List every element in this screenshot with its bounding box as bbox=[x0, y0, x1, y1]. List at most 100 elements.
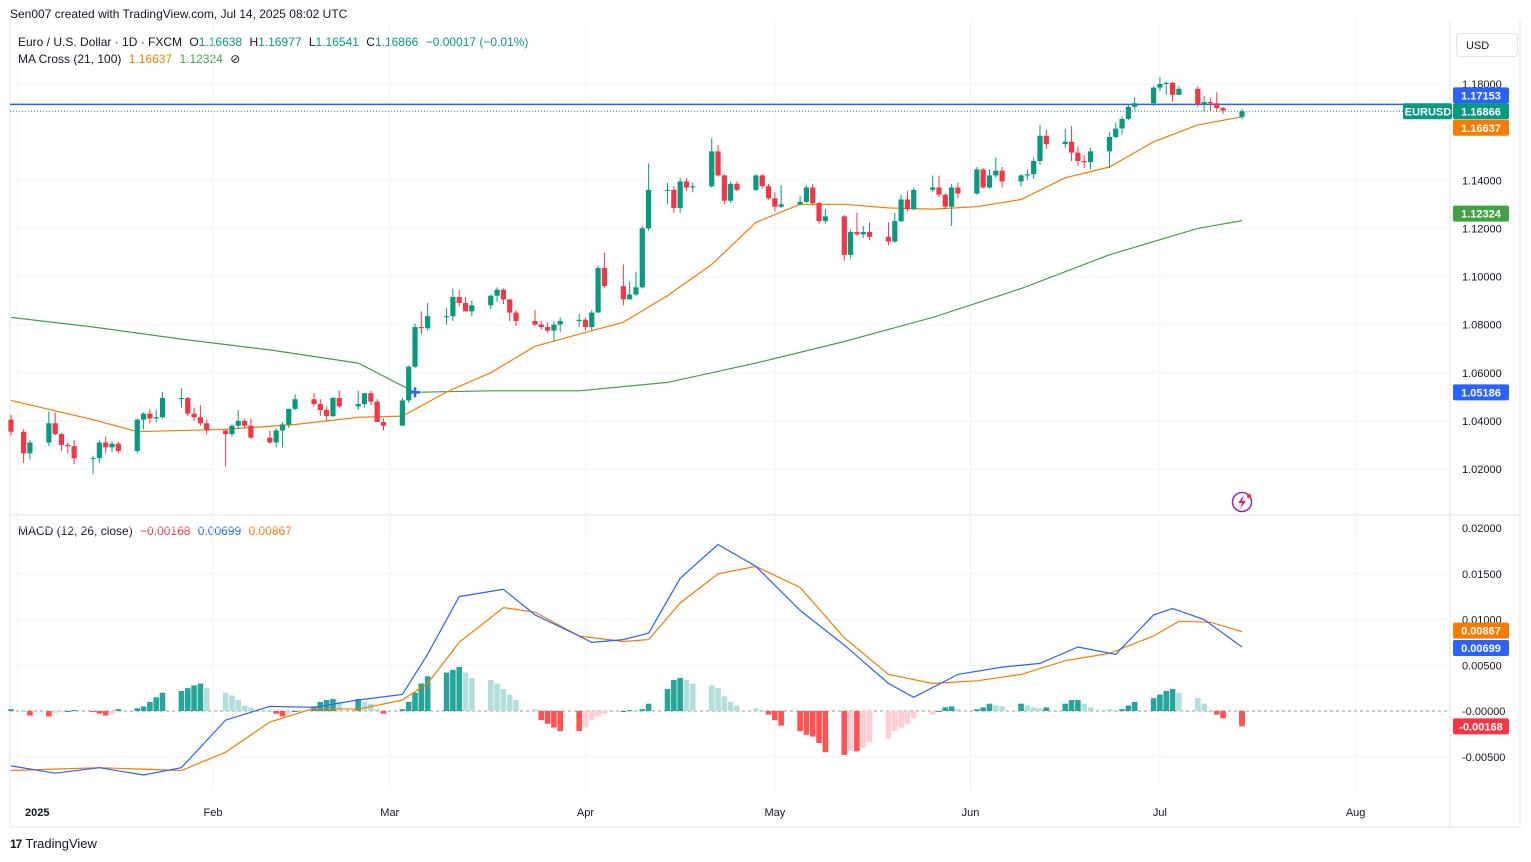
candle-body bbox=[974, 169, 980, 194]
candle-body bbox=[507, 299, 513, 313]
macd-hist-bar bbox=[727, 701, 734, 711]
candle-body bbox=[241, 420, 248, 426]
candle-body bbox=[690, 186, 696, 188]
macd-tick-label: -0.00000 bbox=[1462, 706, 1505, 718]
ohlc-high: H1.16977 bbox=[249, 35, 301, 49]
macd-hist-bar bbox=[1207, 711, 1214, 712]
macd-hist-bar bbox=[443, 672, 450, 711]
macd-hist-bar bbox=[734, 705, 740, 711]
time-label-aug: Aug bbox=[1346, 807, 1366, 819]
macd-hist-bar bbox=[368, 703, 374, 711]
macd-hist-bar bbox=[279, 711, 286, 717]
macd-hist-bar bbox=[1157, 694, 1163, 711]
macd-hist-bar bbox=[292, 711, 298, 712]
macd-hist-bar bbox=[184, 688, 191, 711]
ma-legend[interactable]: MA Cross (21, 100) 1.16637 1.12324 ⊘ bbox=[18, 52, 244, 66]
macd-hist-bar bbox=[1213, 711, 1220, 715]
candle-body bbox=[292, 399, 298, 409]
currency-button[interactable]: USD bbox=[1456, 33, 1518, 57]
macd-hist-bar bbox=[664, 689, 671, 711]
macd-hist-bar bbox=[513, 700, 519, 711]
price-tick-label: 1.12000 bbox=[1462, 223, 1502, 235]
macd-hist-bar bbox=[203, 688, 210, 711]
macd-hist-bar bbox=[759, 711, 766, 712]
close-value: 1.16866 bbox=[374, 35, 419, 49]
macd-hist-bar bbox=[456, 667, 463, 711]
candle-body bbox=[930, 187, 936, 190]
macd-hist-bar bbox=[235, 700, 242, 711]
macd-hist-bar bbox=[462, 672, 469, 711]
close-label: C bbox=[366, 35, 375, 49]
candle-body bbox=[462, 302, 469, 312]
candle-body bbox=[1031, 161, 1037, 175]
macd-hist-bar bbox=[191, 685, 197, 711]
candle-body bbox=[633, 287, 639, 295]
open-value: 1.16638 bbox=[198, 35, 243, 49]
price-tag-marker: 1.05186 bbox=[1461, 387, 1501, 399]
macd-hist-bar bbox=[551, 711, 557, 728]
candle-body bbox=[848, 231, 854, 255]
macd-tick-label: 0.00500 bbox=[1462, 660, 1502, 672]
price-tag-ma-slow-bg bbox=[1453, 205, 1509, 222]
macd-hist-bar bbox=[974, 709, 980, 711]
candle-body bbox=[147, 413, 153, 419]
macd-hist-bar bbox=[929, 711, 936, 715]
candle-body bbox=[191, 413, 197, 418]
candle-body bbox=[854, 231, 860, 235]
macd-hist-bar bbox=[102, 711, 109, 716]
price-tag-ma-fast: 1.16637 bbox=[1461, 123, 1501, 135]
candle-body bbox=[330, 398, 336, 417]
candle-body bbox=[317, 404, 323, 411]
footer-brand[interactable]: 17 TradingView bbox=[10, 836, 97, 851]
candle-body bbox=[71, 446, 77, 459]
macd-hist-bar bbox=[8, 709, 14, 711]
time-label-2025: 2025 bbox=[25, 807, 49, 819]
macd-hist-bar bbox=[178, 690, 185, 711]
macd-hist-bar bbox=[229, 695, 235, 711]
macd-hist-bar bbox=[1201, 703, 1207, 711]
macd-tag-line: 0.00699 bbox=[1461, 643, 1501, 655]
macd-hist-bar bbox=[588, 711, 595, 721]
candle-body bbox=[1157, 84, 1163, 88]
candle-body bbox=[1132, 103, 1138, 107]
candle-body bbox=[65, 444, 71, 447]
candle-body bbox=[46, 423, 52, 443]
candle-body bbox=[90, 458, 96, 460]
candle-body bbox=[721, 175, 727, 201]
macd-hist-bar bbox=[27, 711, 33, 716]
ma-slow-value: 1.12324 bbox=[179, 52, 223, 66]
macd-hist-bar bbox=[1106, 709, 1113, 711]
time-label-jul: Jul bbox=[1153, 807, 1167, 819]
candle-body bbox=[627, 294, 633, 300]
candle-body bbox=[425, 316, 431, 329]
macd-hist-bar bbox=[20, 711, 27, 712]
candle-body bbox=[601, 268, 608, 287]
candle-body bbox=[822, 216, 828, 222]
macd-hist-bar bbox=[355, 699, 362, 711]
macd-hist-bar bbox=[885, 711, 892, 739]
symbol-title: Euro / U.S. Dollar · 1D · FXCM bbox=[18, 35, 183, 49]
candle-body bbox=[589, 312, 595, 328]
macd-hist-bar bbox=[1112, 711, 1119, 712]
candle-body bbox=[1169, 82, 1176, 95]
macd-hist-bar bbox=[1239, 711, 1245, 727]
macd-hist-bar bbox=[948, 706, 955, 711]
candle-body bbox=[248, 425, 254, 438]
candle-body bbox=[185, 398, 191, 414]
candle-body bbox=[1195, 88, 1201, 105]
candle-body bbox=[223, 430, 229, 435]
time-label-apr: Apr bbox=[577, 807, 594, 819]
candle-body bbox=[96, 442, 102, 459]
candle-body bbox=[418, 327, 424, 329]
price-tick-label: 1.02000 bbox=[1462, 464, 1502, 476]
hidden-eye-icon[interactable]: ⊘ bbox=[230, 52, 241, 66]
candle-body bbox=[1119, 118, 1125, 129]
high-value: 1.16977 bbox=[258, 35, 302, 49]
ma-fast-line bbox=[10, 116, 1243, 433]
macd-tag-hist-bg bbox=[1453, 718, 1509, 735]
candle-body bbox=[753, 175, 759, 190]
candle-body bbox=[115, 443, 121, 451]
macd-hist-bar bbox=[1163, 690, 1170, 711]
candle-body bbox=[942, 194, 948, 207]
